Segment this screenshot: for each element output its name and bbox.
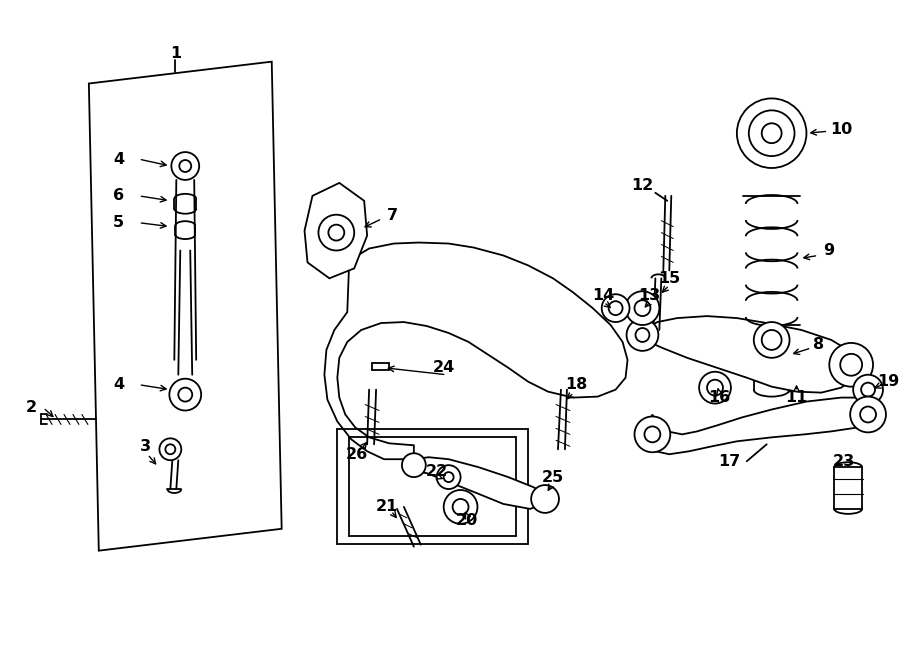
Polygon shape xyxy=(304,183,367,278)
Circle shape xyxy=(853,375,883,405)
Circle shape xyxy=(841,354,862,375)
Circle shape xyxy=(635,328,650,342)
Text: 7: 7 xyxy=(386,208,398,223)
Circle shape xyxy=(531,485,559,513)
Polygon shape xyxy=(411,457,546,509)
Circle shape xyxy=(402,453,426,477)
Circle shape xyxy=(707,379,723,395)
Text: 4: 4 xyxy=(113,151,124,167)
Text: 1: 1 xyxy=(170,46,181,61)
Circle shape xyxy=(453,499,469,515)
Circle shape xyxy=(169,379,202,410)
Circle shape xyxy=(602,294,629,322)
Text: 12: 12 xyxy=(631,178,653,194)
Text: 5: 5 xyxy=(113,215,124,230)
Circle shape xyxy=(644,426,661,442)
Text: 4: 4 xyxy=(113,377,124,392)
Text: 6: 6 xyxy=(113,188,124,204)
Circle shape xyxy=(444,472,454,482)
Circle shape xyxy=(634,416,670,452)
Circle shape xyxy=(749,110,795,156)
Circle shape xyxy=(166,444,176,454)
Text: 10: 10 xyxy=(830,122,852,137)
Text: 25: 25 xyxy=(542,469,564,485)
Circle shape xyxy=(737,98,806,168)
Text: 16: 16 xyxy=(708,390,730,405)
Circle shape xyxy=(699,371,731,404)
Circle shape xyxy=(328,225,345,241)
Text: 13: 13 xyxy=(638,288,661,303)
Circle shape xyxy=(829,343,873,387)
Circle shape xyxy=(761,330,781,350)
Text: 17: 17 xyxy=(718,453,740,469)
Polygon shape xyxy=(324,243,627,459)
Circle shape xyxy=(626,319,659,351)
Polygon shape xyxy=(89,61,282,551)
Text: 19: 19 xyxy=(877,374,899,389)
Circle shape xyxy=(761,123,781,143)
Circle shape xyxy=(178,387,193,402)
Text: 15: 15 xyxy=(658,271,680,286)
Circle shape xyxy=(608,301,623,315)
Circle shape xyxy=(860,407,876,422)
Circle shape xyxy=(436,465,461,489)
Text: 20: 20 xyxy=(455,514,478,528)
Text: 22: 22 xyxy=(426,463,448,479)
Circle shape xyxy=(634,300,651,316)
Text: 8: 8 xyxy=(813,337,824,352)
Circle shape xyxy=(319,215,355,251)
Circle shape xyxy=(444,490,478,524)
Circle shape xyxy=(861,383,875,397)
Text: 18: 18 xyxy=(564,377,587,392)
Text: 23: 23 xyxy=(833,453,855,469)
Text: 26: 26 xyxy=(346,447,368,462)
Circle shape xyxy=(850,397,886,432)
Text: 3: 3 xyxy=(140,439,151,454)
Text: 24: 24 xyxy=(433,360,454,375)
Circle shape xyxy=(171,152,199,180)
Circle shape xyxy=(179,160,191,172)
Polygon shape xyxy=(643,316,858,393)
Text: 2: 2 xyxy=(25,400,37,415)
Text: 11: 11 xyxy=(786,390,807,405)
Circle shape xyxy=(754,322,789,358)
Polygon shape xyxy=(647,397,874,454)
Circle shape xyxy=(159,438,181,460)
Text: 9: 9 xyxy=(823,243,834,258)
Text: 14: 14 xyxy=(592,288,615,303)
Circle shape xyxy=(626,292,660,325)
Text: 21: 21 xyxy=(376,500,398,514)
